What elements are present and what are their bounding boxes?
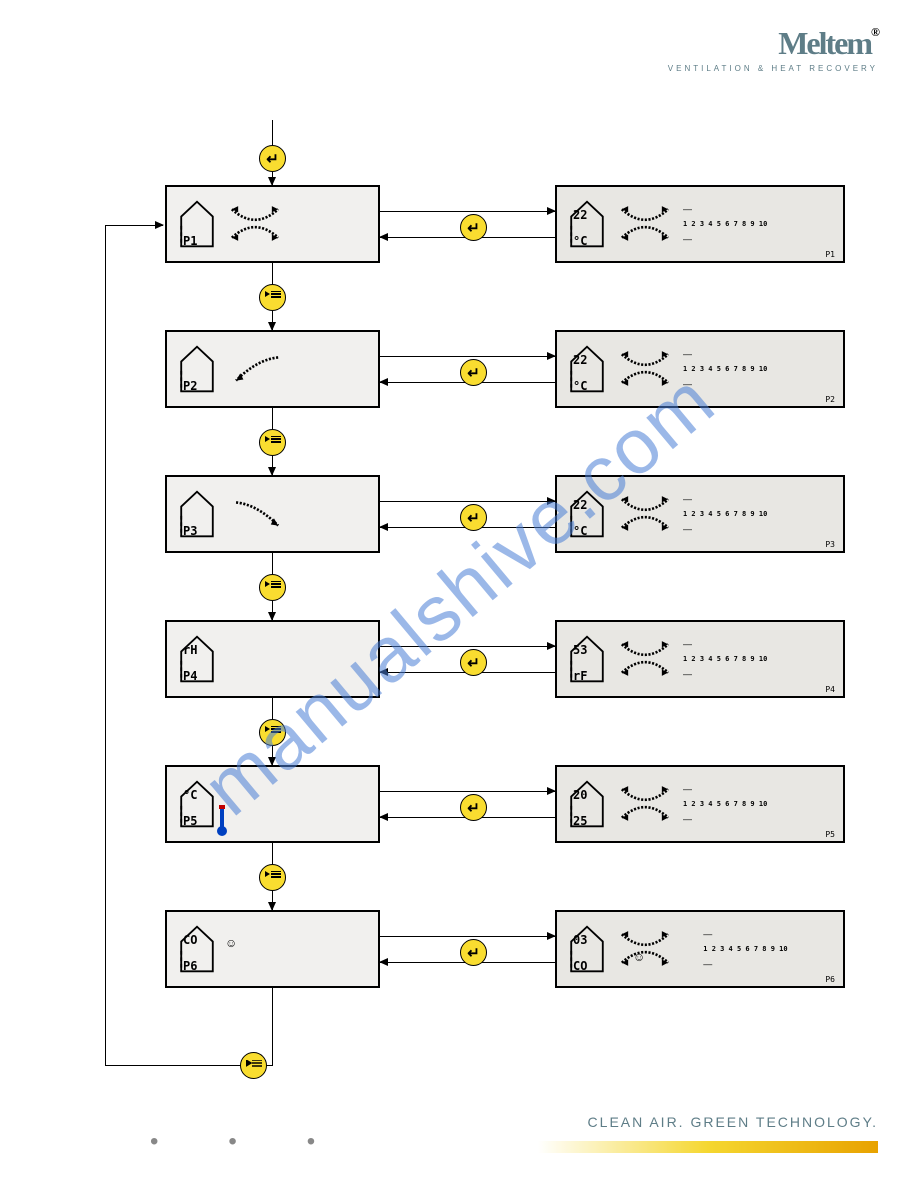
lcd-left-P3: P3 — [165, 475, 380, 553]
arrow — [272, 843, 273, 864]
lcd-left-P2: P2 — [165, 330, 380, 408]
arrow — [272, 698, 273, 719]
arrow — [272, 891, 273, 911]
arrow — [272, 311, 273, 331]
arrow — [272, 263, 273, 284]
menu-button — [259, 284, 286, 311]
house-icon: P1 — [177, 198, 217, 250]
enter-button: ↵ — [460, 214, 487, 241]
arrow — [272, 408, 273, 429]
enter-button: ↵ — [460, 359, 487, 386]
enter-button-top: ↵ — [259, 145, 286, 172]
house-icon: P3 — [177, 488, 217, 540]
lcd-right-P4: 53 rF — 1 2 3 4 5 6 7 8 9 10 — P4 — [555, 620, 845, 698]
enter-button: ↵ — [460, 794, 487, 821]
lcd-left-P1: P1 — [165, 185, 380, 263]
footer-dots: ••• — [150, 1128, 385, 1156]
house-icon: CO P6 — [177, 923, 217, 975]
enter-button: ↵ — [460, 939, 487, 966]
arrow — [380, 211, 555, 212]
arrow — [272, 172, 273, 185]
page-footer: CLEAN AIR. GREEN TECHNOLOGY. ••• — [0, 1114, 918, 1148]
brand-header: Meltem® VENTILATION & HEAT RECOVERY — [668, 25, 878, 73]
house-icon: 22 °C — [567, 343, 607, 395]
brand-tagline: VENTILATION & HEAT RECOVERY — [668, 64, 878, 73]
house-icon: P2 — [177, 343, 217, 395]
menu-button — [259, 429, 286, 456]
scale: — 1 2 3 4 5 6 7 8 9 10 — — [683, 494, 767, 534]
lcd-left-P6: CO P6 ☺ — [165, 910, 380, 988]
house-icon: 20 25 — [567, 778, 607, 830]
arrow — [380, 646, 555, 647]
lcd-right-P5: 20 25 — 1 2 3 4 5 6 7 8 9 10 — P5 — [555, 765, 845, 843]
lcd-left-P4: rH P4 — [165, 620, 380, 698]
scale: — 1 2 3 4 5 6 7 8 9 10 — — [683, 204, 767, 244]
scale: — 1 2 3 4 5 6 7 8 9 10 — — [683, 639, 767, 679]
arrow — [380, 356, 555, 357]
house-icon: 22 °C — [567, 488, 607, 540]
lcd-right-P2: 22 °C — 1 2 3 4 5 6 7 8 9 10 — P2 — [555, 330, 845, 408]
house-icon: rH P4 — [177, 633, 217, 685]
arrow — [272, 988, 273, 1065]
arrow — [380, 936, 555, 937]
enter-button: ↵ — [460, 649, 487, 676]
enter-button: ↵ — [460, 504, 487, 531]
scale: — 1 2 3 4 5 6 7 8 9 10 — — [703, 929, 787, 969]
house-icon: 03 CO — [567, 923, 607, 975]
lcd-right-P3: 22 °C — 1 2 3 4 5 6 7 8 9 10 — P3 — [555, 475, 845, 553]
menu-button — [259, 719, 286, 746]
lcd-right-P1: 22 °C — 1 2 3 4 5 6 7 8 9 10 — P1 — [555, 185, 845, 263]
house-icon: 22 °C — [567, 198, 607, 250]
lcd-right-P6: 03 CO ☺ — 1 2 3 4 5 6 7 8 9 10 — P6 — [555, 910, 845, 988]
arrow — [272, 456, 273, 476]
flowchart: ↵ P1 22 °C — 1 2 3 4 5 6 7 8 9 10 — P1 ↵ — [100, 130, 860, 1070]
arrow — [272, 601, 273, 621]
menu-button — [259, 574, 286, 601]
scale: — 1 2 3 4 5 6 7 8 9 10 — — [683, 784, 767, 824]
menu-button-loop — [240, 1052, 267, 1079]
lcd-left-P5: °C P5 — [165, 765, 380, 843]
menu-button — [259, 864, 286, 891]
arrow — [272, 746, 273, 766]
house-icon: °C P5 — [177, 778, 217, 830]
brand-logo: Meltem® — [668, 25, 878, 62]
house-icon: 53 rF — [567, 633, 607, 685]
arrow — [380, 791, 555, 792]
loopback-line — [105, 225, 106, 1065]
footer-bar — [538, 1141, 878, 1153]
loopback-top — [105, 225, 163, 226]
arrow — [380, 501, 555, 502]
arrow — [272, 553, 273, 574]
scale: — 1 2 3 4 5 6 7 8 9 10 — — [683, 349, 767, 389]
